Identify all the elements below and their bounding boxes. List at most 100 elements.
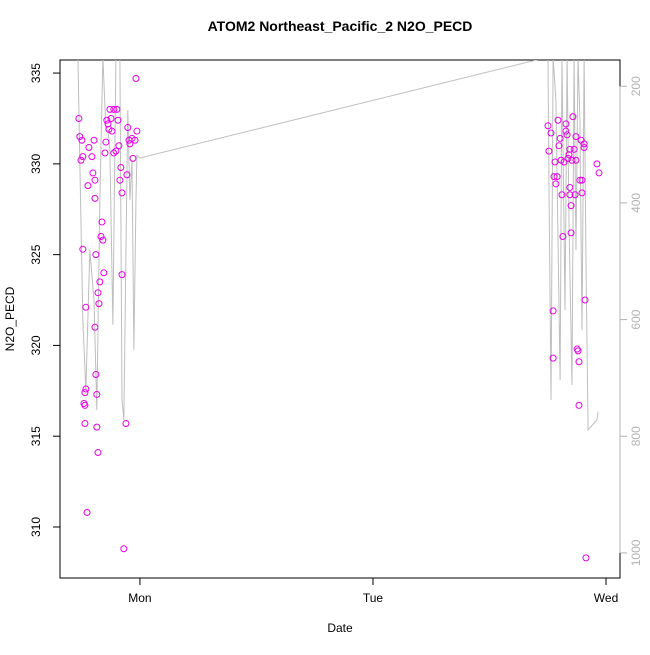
point [93, 390, 101, 398]
point [544, 122, 552, 130]
point [567, 229, 575, 237]
point [82, 385, 90, 393]
point [595, 169, 603, 177]
point [560, 158, 568, 166]
chart-title: ATOM2 Northeast_Pacific_2 N2O_PECD [208, 18, 473, 34]
point [85, 144, 93, 152]
point [76, 133, 84, 141]
point [574, 347, 582, 355]
point [83, 508, 91, 516]
y-tick-label: 320 [29, 335, 43, 355]
point [131, 136, 139, 144]
point [96, 278, 104, 286]
y-tick-label: 310 [29, 517, 43, 537]
y2-tick-label: 800 [629, 426, 643, 446]
point [549, 354, 557, 362]
point [572, 133, 580, 141]
plot-area [75, 60, 603, 562]
point [118, 189, 126, 197]
pressure-line [77, 60, 599, 432]
point [566, 183, 574, 191]
y2-tick-label: 1000 [629, 539, 643, 566]
point [132, 75, 140, 83]
point [118, 271, 126, 279]
point [115, 142, 123, 150]
y2-tick-label: 600 [629, 309, 643, 329]
point [81, 401, 89, 409]
point [566, 191, 574, 199]
x-tick-label: Wed [594, 591, 618, 605]
point [556, 134, 564, 142]
point [547, 129, 555, 137]
point [93, 423, 101, 431]
point [123, 171, 131, 179]
point [102, 138, 110, 146]
point [575, 401, 583, 409]
point [114, 116, 122, 124]
point [553, 173, 561, 181]
point [578, 189, 586, 197]
point [549, 307, 557, 315]
point [94, 449, 102, 457]
point [82, 303, 90, 311]
point [571, 191, 579, 199]
plot-box [59, 59, 621, 579]
point [91, 323, 99, 331]
point [576, 176, 584, 184]
point [79, 153, 87, 161]
y-tick-label: 325 [29, 244, 43, 264]
point [112, 147, 120, 155]
point [108, 127, 116, 135]
point [94, 289, 102, 297]
point [545, 147, 553, 155]
x-axis-label: Date [327, 621, 353, 635]
point [568, 156, 576, 164]
point [75, 114, 83, 122]
y-tick-label: 315 [29, 426, 43, 446]
point [550, 173, 558, 181]
y-axis-label: N2O_PECD [3, 286, 17, 351]
point [84, 182, 92, 190]
point [78, 136, 86, 144]
point [110, 149, 118, 157]
point [570, 145, 578, 153]
point [558, 191, 566, 199]
point [578, 176, 586, 184]
point [580, 140, 588, 148]
point [593, 160, 601, 168]
point [129, 154, 137, 162]
point [580, 144, 588, 152]
point [567, 202, 575, 210]
point [581, 296, 589, 304]
point [116, 176, 124, 184]
point [575, 358, 583, 366]
point [88, 153, 96, 161]
point [554, 116, 562, 124]
point [133, 127, 141, 135]
point [81, 419, 89, 427]
y-tick-label: 330 [29, 154, 43, 174]
point [117, 163, 125, 171]
point [572, 156, 580, 164]
point [120, 545, 128, 553]
point [566, 145, 574, 153]
point [98, 218, 106, 226]
point [90, 136, 98, 144]
point [101, 149, 109, 157]
point [95, 300, 103, 308]
point [110, 105, 118, 113]
point [100, 269, 108, 277]
point [92, 370, 100, 378]
point [99, 236, 107, 244]
point [92, 251, 100, 259]
point [562, 120, 570, 128]
y2-tick-label: 400 [629, 193, 643, 213]
point [559, 232, 567, 240]
point [552, 180, 560, 188]
point [89, 169, 97, 177]
point [91, 194, 99, 202]
y-tick-label: 335 [29, 63, 43, 83]
point [97, 232, 105, 240]
point [81, 389, 89, 397]
